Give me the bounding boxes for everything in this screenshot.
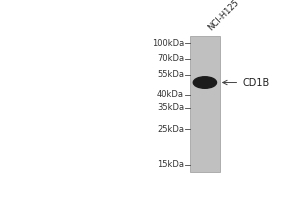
Ellipse shape	[193, 77, 217, 88]
Text: 55kDa: 55kDa	[157, 70, 184, 79]
Text: 40kDa: 40kDa	[157, 90, 184, 99]
Text: 25kDa: 25kDa	[157, 125, 184, 134]
Text: 15kDa: 15kDa	[157, 160, 184, 169]
Bar	[190, 36, 220, 172]
Text: 35kDa: 35kDa	[157, 103, 184, 112]
Text: CD1B: CD1B	[223, 78, 269, 88]
Text: 100kDa: 100kDa	[152, 39, 184, 48]
Text: 70kDa: 70kDa	[157, 54, 184, 63]
Text: NCI-H125: NCI-H125	[206, 0, 241, 32]
